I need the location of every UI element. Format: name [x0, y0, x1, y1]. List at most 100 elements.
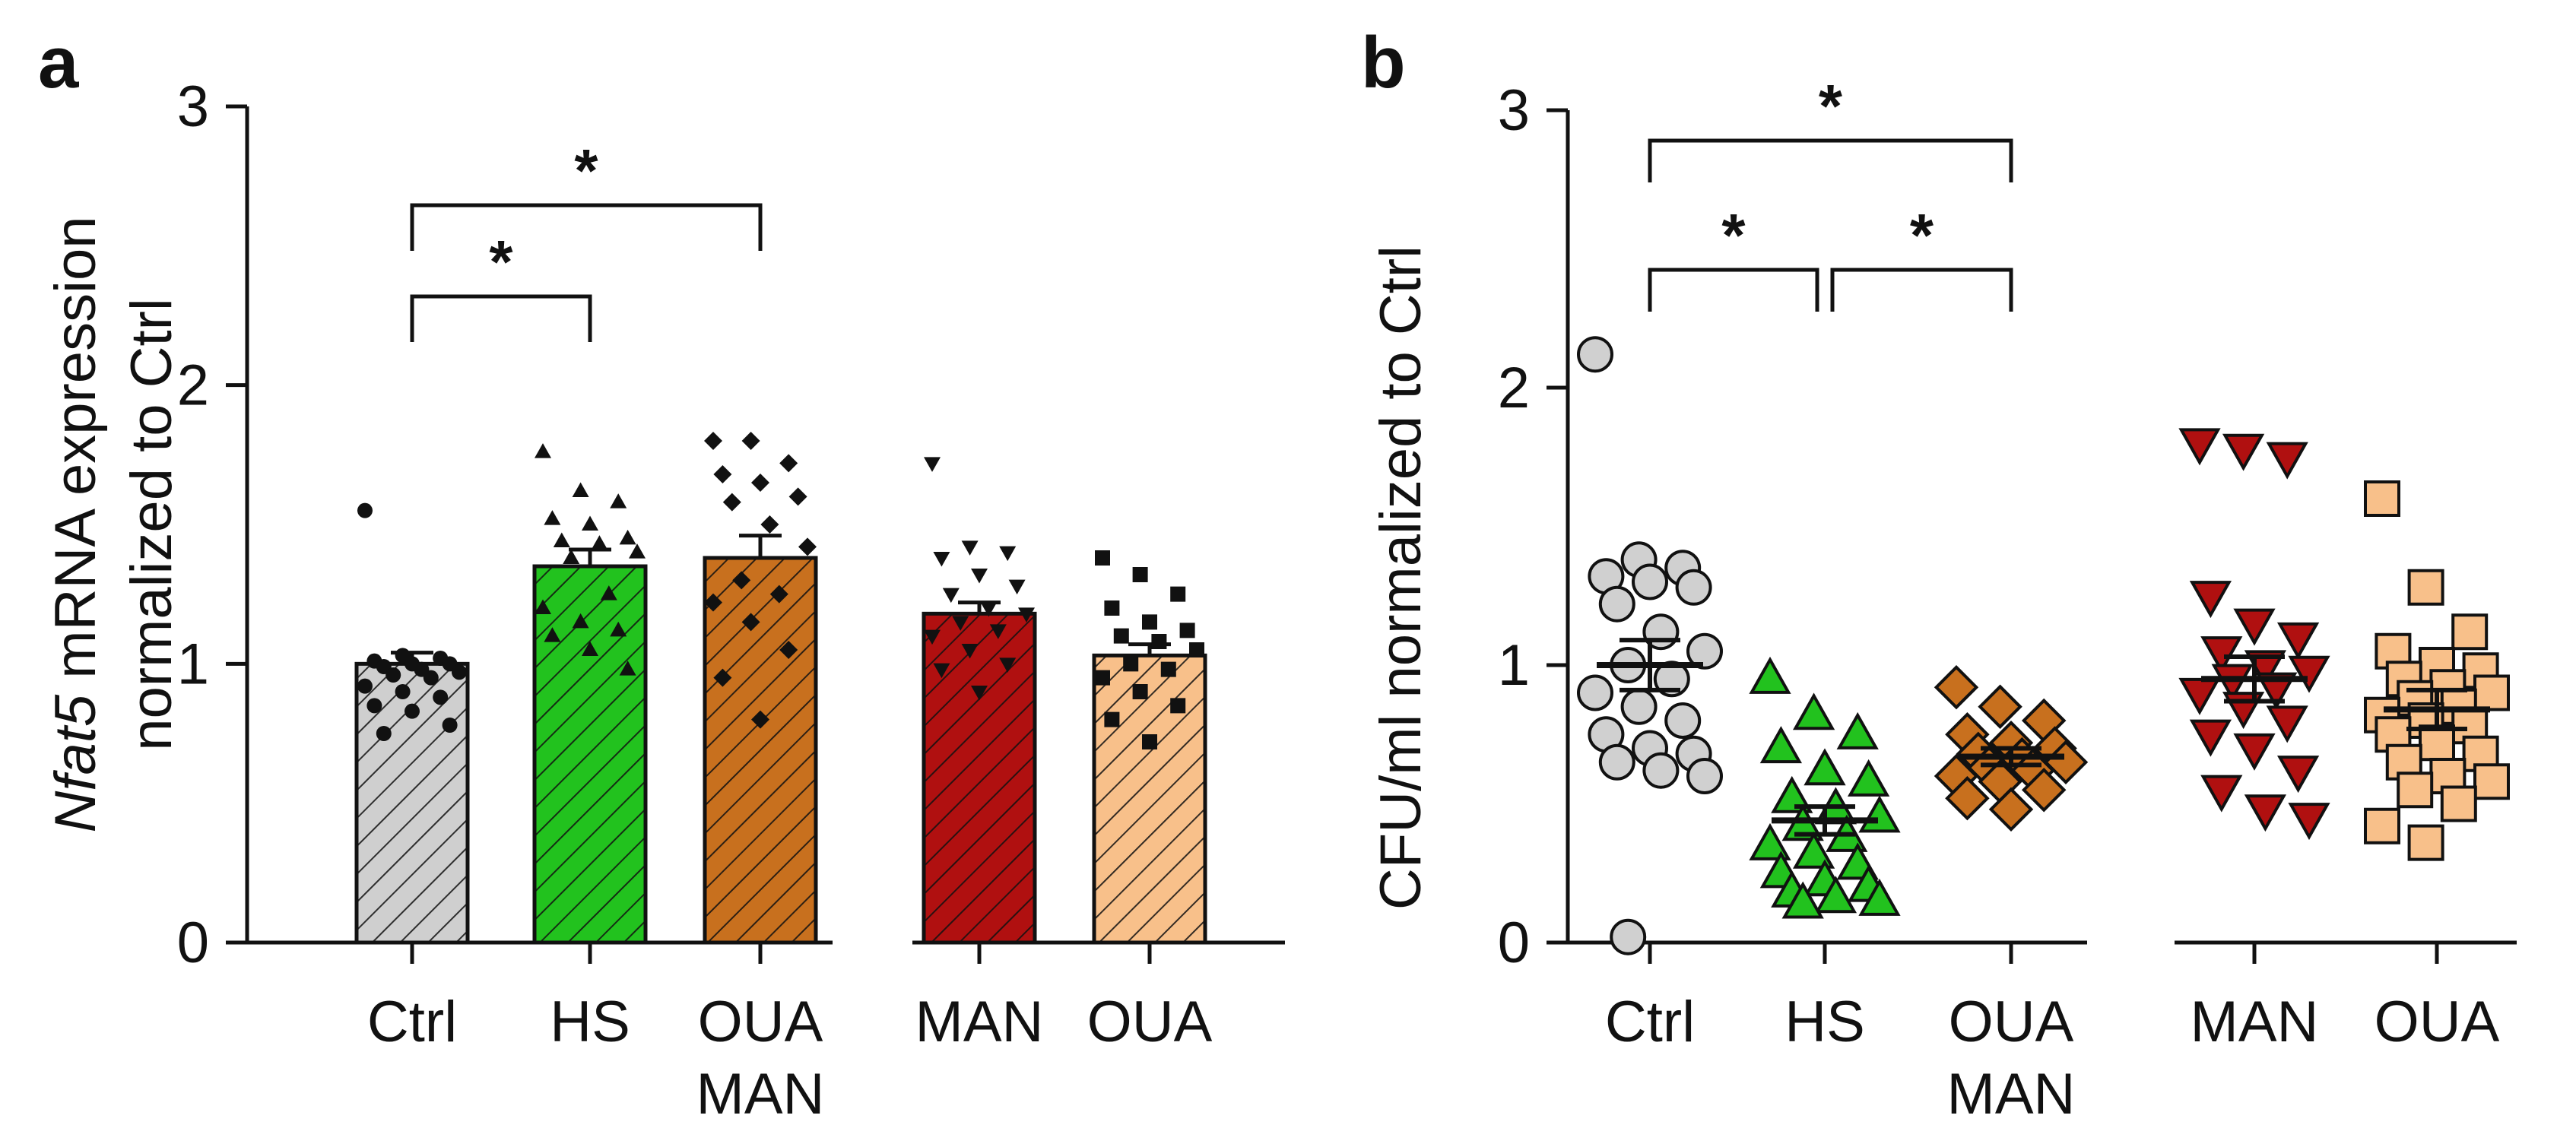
data-point: [1664, 702, 1702, 739]
data-point: [713, 465, 732, 483]
data-point: [1095, 550, 1110, 566]
data-point: [751, 474, 769, 492]
category-label: HS: [1784, 990, 1865, 1054]
data-point: [1642, 752, 1680, 789]
data-point: [1132, 567, 1148, 582]
data-point: [2222, 433, 2265, 471]
data-point: [2233, 733, 2276, 771]
data-point: [2364, 807, 2400, 844]
y-tick-label: 3: [1498, 78, 1530, 143]
panel-a-category-labels: Ctrl HS OUA MAN MAN OUA: [367, 990, 1213, 1126]
data-point: [2178, 428, 2221, 466]
panel-a-marks: [354, 432, 1207, 945]
data-point: [433, 689, 449, 705]
data-point: [1132, 684, 1148, 699]
data-point: [1978, 684, 2022, 729]
data-point: [572, 613, 589, 629]
data-point: [2276, 756, 2320, 794]
data-point: [629, 543, 646, 559]
category-label: HS: [550, 990, 630, 1054]
data-point: [722, 493, 741, 512]
y-tick-label: 0: [177, 911, 209, 975]
y-tick-label: 3: [177, 74, 209, 139]
data-point: [1598, 585, 1635, 623]
category-label: MAN: [696, 1062, 825, 1126]
data-point: [357, 502, 373, 518]
data-point: [385, 667, 401, 683]
data-point: [2266, 442, 2308, 480]
panel-a: a Nfat5 mRNA expression normalized to Ct…: [38, 22, 1285, 1126]
data-point: [952, 616, 969, 631]
data-point: [1142, 614, 1157, 630]
data-point: [741, 613, 760, 632]
data-point: [1179, 623, 1195, 638]
data-point: [989, 624, 1007, 639]
data-point: [971, 569, 988, 584]
data-point: [376, 726, 392, 741]
data-point: [769, 585, 788, 604]
data-point: [1759, 726, 1803, 764]
data-point: [2288, 803, 2330, 841]
category-label: MAN: [1947, 1062, 2076, 1126]
panel-a-y-ticks: 0 1 2 3: [177, 74, 247, 975]
category-label: MAN: [2191, 990, 2319, 1054]
data-point: [741, 432, 760, 450]
data-point: [2364, 480, 2400, 517]
data-point: [544, 627, 561, 642]
category-label: OUA: [2375, 990, 2500, 1054]
significance-bracket: [1648, 138, 2013, 182]
data-point: [1095, 670, 1110, 686]
data-point: [788, 487, 807, 506]
significance-star: *: [1910, 201, 1934, 269]
data-point: [1170, 586, 1186, 602]
data-point: [1620, 688, 1658, 725]
data-point: [1142, 734, 1157, 749]
panel-b-label: b: [1361, 22, 1406, 103]
significance-bracket: [410, 203, 763, 251]
data-point: [933, 552, 950, 567]
category-label: OUA: [1949, 990, 2074, 1054]
panel-b-marks: [1577, 336, 2510, 955]
y-tick-label: 1: [177, 632, 209, 696]
data-point: [2255, 672, 2298, 710]
y-tick-label: 2: [1498, 356, 1530, 420]
data-point: [535, 599, 551, 614]
panel-b-significance: * * *: [1648, 72, 2013, 312]
category-label: MAN: [915, 990, 1044, 1054]
data-point: [2189, 581, 2232, 619]
data-point: [1104, 600, 1120, 616]
data-point: [2473, 763, 2510, 800]
y-tick-label: 1: [1498, 633, 1530, 698]
data-point: [610, 621, 627, 637]
data-point: [1018, 607, 1035, 623]
data-point: [2407, 569, 2444, 606]
data-point: [2178, 677, 2221, 715]
data-point: [1858, 795, 1901, 833]
data-point: [999, 546, 1017, 562]
y-tick-label: 2: [177, 353, 209, 418]
data-point: [357, 678, 373, 694]
category-label: Ctrl: [1605, 990, 1695, 1054]
data-point: [1123, 656, 1139, 672]
significance-bracket: [410, 294, 592, 342]
panel-b-category-labels: Ctrl HS OUA MAN MAN OUA: [1605, 990, 2500, 1126]
data-point: [961, 540, 979, 556]
data-point: [366, 698, 382, 714]
data-point: [1160, 661, 1176, 677]
data-point: [1749, 656, 1791, 694]
data-point: [751, 710, 769, 729]
data-point: [1771, 775, 1813, 813]
data-point: [572, 482, 589, 497]
category-label: Ctrl: [367, 990, 457, 1054]
panel-b-y-axis-title: CFU/ml normalized to Ctrl: [1369, 246, 1433, 910]
data-point: [2451, 613, 2489, 651]
significance-star: *: [574, 137, 598, 204]
data-point: [704, 432, 722, 450]
data-point: [798, 537, 817, 556]
data-point: [999, 657, 1017, 673]
data-point: [442, 718, 458, 733]
panel-a-y-axis-title-line2: normalized to Ctrl: [119, 298, 184, 751]
data-point: [1632, 563, 1668, 600]
data-point: [779, 454, 798, 473]
data-point: [591, 535, 608, 550]
